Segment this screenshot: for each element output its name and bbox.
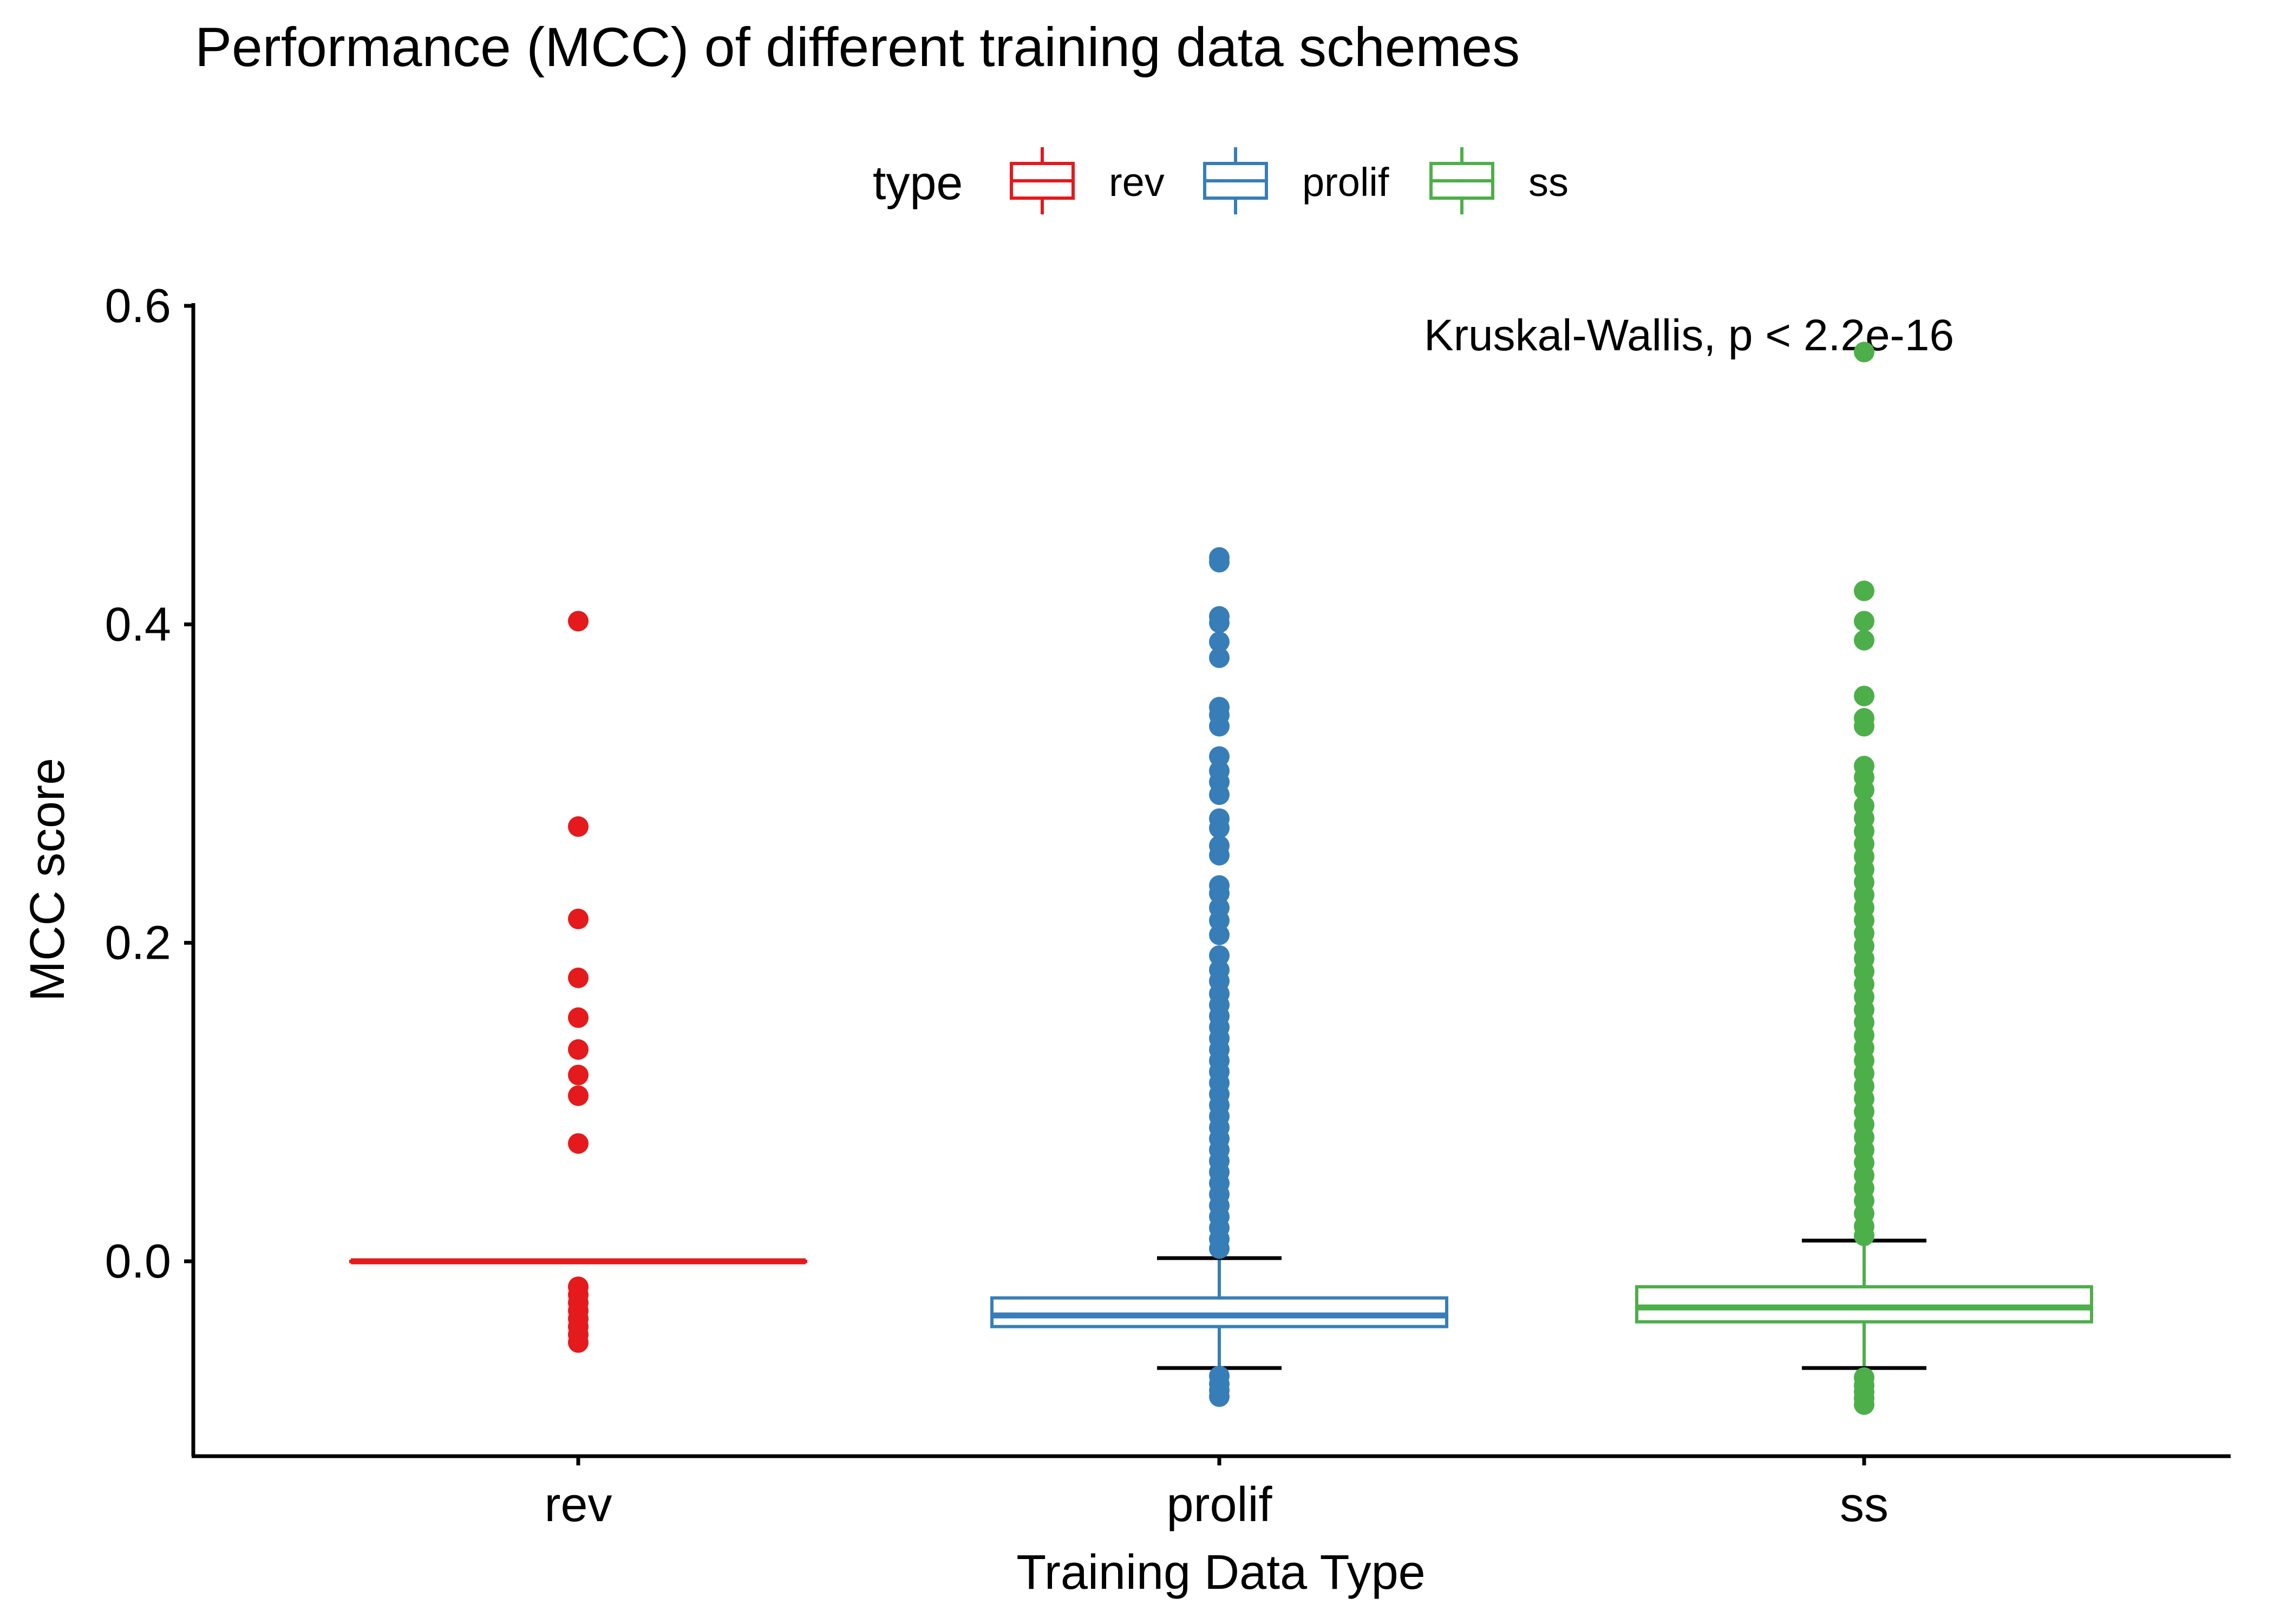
y-tick-label: 0.2 — [105, 916, 171, 970]
outlier-point — [568, 816, 589, 837]
outlier-point — [1209, 552, 1230, 573]
outlier-point — [568, 1133, 589, 1154]
outlier-point — [1854, 685, 1874, 706]
outlier-point — [1209, 631, 1230, 652]
y-tick-label: 0.0 — [105, 1234, 171, 1288]
legend-label: rev — [1109, 160, 1165, 205]
boxplot-ss — [1635, 342, 2093, 1415]
outlier-point — [568, 967, 589, 988]
outlier-point — [568, 1039, 589, 1060]
outlier-point — [1209, 945, 1230, 966]
boxplot-prolif — [990, 547, 1448, 1407]
boxplot-rev — [349, 611, 807, 1353]
x-tick-label: prolif — [1166, 1478, 1272, 1532]
legend: type rev prolif ss — [873, 147, 1569, 214]
outlier-point — [1854, 342, 1874, 363]
legend-label: prolif — [1302, 160, 1389, 205]
outlier-point — [1854, 780, 1874, 801]
legend-entry-prolif: prolif — [1203, 147, 1389, 214]
legend-label: ss — [1528, 160, 1569, 205]
outlier-point — [568, 1064, 589, 1085]
x-axis-label: Training Data Type — [1016, 1546, 1425, 1600]
y-tick-label: 0.4 — [105, 597, 171, 651]
outlier-point — [1209, 784, 1230, 806]
x-tick-label: ss — [1840, 1478, 1889, 1532]
annotation-kruskal-wallis: Kruskal-Wallis, p < 2.2e-16 — [1424, 311, 1954, 360]
y-tick-label: 0.6 — [105, 279, 171, 332]
outlier-point — [1854, 1394, 1874, 1415]
box-iqr — [1635, 1285, 2093, 1324]
outlier-point — [1209, 746, 1230, 767]
axes: 0.0 0.2 0.4 0.6 rev prolif ss — [105, 279, 2231, 1532]
outlier-point — [1209, 844, 1230, 866]
outlier-point — [1854, 1225, 1874, 1246]
legend-entries: rev prolif ss — [1010, 147, 1569, 214]
outlier-point — [1209, 716, 1230, 737]
outlier-point — [1209, 1386, 1230, 1407]
outlier-point — [1209, 910, 1230, 931]
outlier-point — [1209, 1238, 1230, 1259]
outlier-point — [1854, 611, 1874, 632]
legend-title: type — [873, 156, 963, 209]
outlier-point — [568, 908, 589, 929]
y-axis-label: MCC score — [21, 758, 75, 1001]
y-ticks: 0.0 0.2 0.4 0.6 — [105, 279, 193, 1288]
chart-title: Performance (MCC) of different training … — [195, 16, 1520, 78]
x-ticks: rev prolif ss — [544, 1456, 1889, 1532]
outlier-point — [1854, 580, 1874, 601]
outlier-point — [568, 1085, 589, 1106]
legend-entry-rev: rev — [1010, 147, 1165, 214]
outlier-point — [1209, 817, 1230, 839]
outlier-point — [568, 611, 589, 632]
outlier-point — [1209, 924, 1230, 945]
outlier-point — [1209, 612, 1230, 633]
outlier-point — [568, 1007, 589, 1028]
outlier-point — [568, 1332, 589, 1353]
legend-entry-ss: ss — [1429, 147, 1569, 214]
box-iqr — [990, 1296, 1448, 1328]
x-tick-label: rev — [544, 1478, 612, 1532]
outlier-point — [1854, 630, 1874, 651]
outlier-point — [1854, 716, 1874, 737]
outlier-point — [1209, 883, 1230, 904]
outlier-point — [1209, 647, 1230, 669]
plot-area — [349, 342, 2093, 1415]
